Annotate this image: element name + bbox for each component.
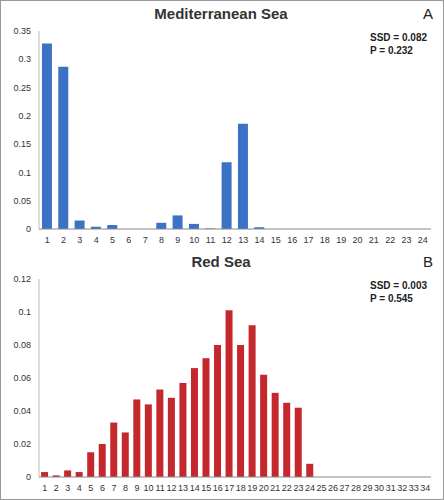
svg-text:0.2: 0.2 bbox=[18, 111, 31, 121]
svg-text:14: 14 bbox=[254, 235, 264, 245]
svg-text:5: 5 bbox=[88, 483, 93, 493]
svg-text:1: 1 bbox=[42, 483, 47, 493]
svg-text:7: 7 bbox=[143, 235, 148, 245]
html-text:Red Sea: Red Sea bbox=[191, 253, 251, 270]
svg-text:12: 12 bbox=[167, 483, 177, 493]
svg-text:7: 7 bbox=[111, 483, 116, 493]
html-text:SSD = 0.003: SSD = 0.003 bbox=[370, 280, 427, 291]
svg-text:17: 17 bbox=[303, 235, 313, 245]
svg-text:0.02: 0.02 bbox=[13, 439, 31, 449]
svg-text:10: 10 bbox=[189, 235, 199, 245]
svg-text:17: 17 bbox=[224, 483, 234, 493]
svg-text:19: 19 bbox=[247, 483, 257, 493]
svg-text:0.04: 0.04 bbox=[13, 406, 31, 416]
svg-text:15: 15 bbox=[271, 235, 281, 245]
svg-text:24: 24 bbox=[418, 235, 428, 245]
html-text:Mediterranean Sea: Mediterranean Sea bbox=[154, 5, 288, 22]
svg-text:6: 6 bbox=[126, 235, 131, 245]
svg-text:0.35: 0.35 bbox=[13, 26, 31, 36]
svg-text:18: 18 bbox=[236, 483, 246, 493]
svg-text:31: 31 bbox=[386, 483, 396, 493]
svg-text:1: 1 bbox=[45, 235, 50, 245]
svg-text:23: 23 bbox=[401, 235, 411, 245]
svg-text:2: 2 bbox=[54, 483, 59, 493]
svg-text:2: 2 bbox=[61, 235, 66, 245]
svg-text:34: 34 bbox=[420, 483, 430, 493]
svg-text:6: 6 bbox=[100, 483, 105, 493]
svg-text:33: 33 bbox=[409, 483, 419, 493]
svg-text:4: 4 bbox=[77, 483, 82, 493]
svg-text:19: 19 bbox=[336, 235, 346, 245]
svg-text:5: 5 bbox=[110, 235, 115, 245]
svg-text:29: 29 bbox=[363, 483, 373, 493]
html-text:B: B bbox=[423, 253, 433, 270]
svg-text:13: 13 bbox=[178, 483, 188, 493]
svg-text:18: 18 bbox=[320, 235, 330, 245]
svg-text:26: 26 bbox=[328, 483, 338, 493]
svg-text:25: 25 bbox=[316, 483, 326, 493]
html-text:SSD = 0.082: SSD = 0.082 bbox=[370, 32, 427, 43]
svg-text:22: 22 bbox=[282, 483, 292, 493]
svg-text:30: 30 bbox=[374, 483, 384, 493]
svg-text:20: 20 bbox=[259, 483, 269, 493]
svg-text:9: 9 bbox=[134, 483, 139, 493]
svg-text:0: 0 bbox=[26, 224, 31, 234]
svg-text:11: 11 bbox=[155, 483, 164, 493]
svg-text:0.12: 0.12 bbox=[13, 274, 31, 284]
svg-text:10: 10 bbox=[144, 483, 154, 493]
svg-text:0.08: 0.08 bbox=[13, 340, 31, 350]
svg-text:13: 13 bbox=[238, 235, 248, 245]
html-text:P = 0.232: P = 0.232 bbox=[370, 45, 413, 56]
svg-text:8: 8 bbox=[159, 235, 164, 245]
svg-text:11: 11 bbox=[206, 235, 215, 245]
svg-text:8: 8 bbox=[123, 483, 128, 493]
svg-text:0.15: 0.15 bbox=[13, 139, 31, 149]
svg-text:0: 0 bbox=[26, 472, 31, 482]
html-text:P = 0.545: P = 0.545 bbox=[370, 293, 413, 304]
svg-text:28: 28 bbox=[351, 483, 361, 493]
svg-text:22: 22 bbox=[385, 235, 395, 245]
svg-text:3: 3 bbox=[77, 235, 82, 245]
svg-text:4: 4 bbox=[94, 235, 99, 245]
svg-text:21: 21 bbox=[369, 235, 379, 245]
svg-text:27: 27 bbox=[340, 483, 350, 493]
svg-text:0.1: 0.1 bbox=[18, 307, 31, 317]
svg-text:15: 15 bbox=[201, 483, 211, 493]
svg-text:0.05: 0.05 bbox=[13, 196, 31, 206]
svg-text:0.25: 0.25 bbox=[13, 83, 31, 93]
svg-text:0.1: 0.1 bbox=[18, 168, 31, 178]
svg-text:14: 14 bbox=[190, 483, 200, 493]
svg-text:16: 16 bbox=[287, 235, 297, 245]
svg-text:3: 3 bbox=[65, 483, 70, 493]
svg-text:24: 24 bbox=[305, 483, 315, 493]
svg-text:12: 12 bbox=[222, 235, 232, 245]
svg-text:23: 23 bbox=[293, 483, 303, 493]
html-text:A: A bbox=[423, 5, 433, 22]
svg-text:21: 21 bbox=[270, 483, 280, 493]
svg-text:0.06: 0.06 bbox=[13, 373, 31, 383]
svg-text:0.3: 0.3 bbox=[18, 54, 31, 64]
svg-text:9: 9 bbox=[175, 235, 180, 245]
svg-text:32: 32 bbox=[397, 483, 407, 493]
svg-text:16: 16 bbox=[213, 483, 223, 493]
svg-text:20: 20 bbox=[352, 235, 362, 245]
